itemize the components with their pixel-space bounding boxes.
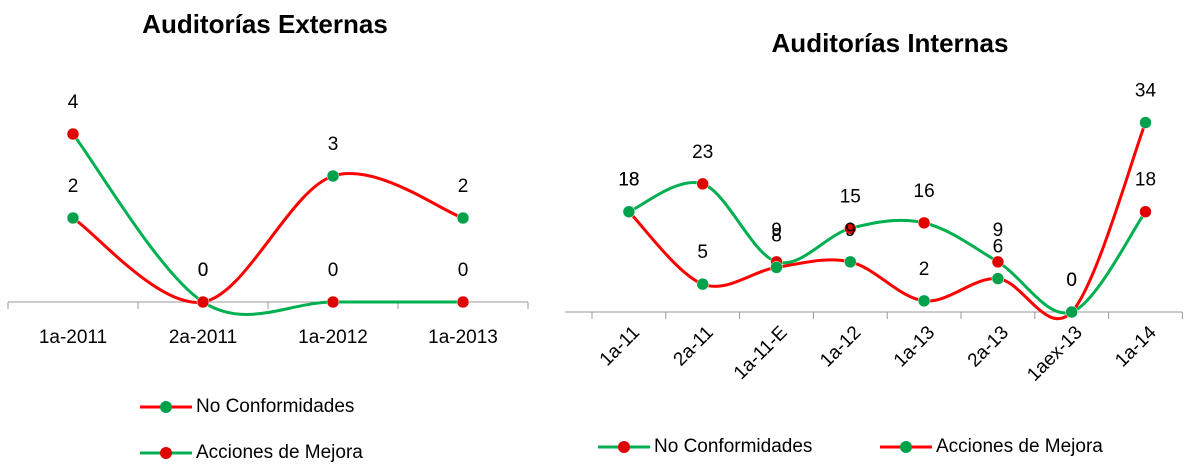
x-tick-label: 1a-14 (1111, 322, 1161, 372)
marker (917, 294, 931, 308)
x-tick-label: 1a-2013 (428, 327, 498, 348)
value-label: 2 (68, 176, 79, 197)
value-label: 0 (1066, 270, 1077, 291)
x-tick-label: 1a-2012 (298, 327, 368, 348)
marker (196, 295, 210, 309)
marker (696, 277, 709, 291)
marker (917, 216, 931, 230)
marker (1139, 205, 1152, 218)
value-label: 16 (914, 181, 935, 202)
marker (844, 222, 857, 235)
value-label: 9 (771, 220, 782, 241)
marker (326, 295, 340, 309)
marker (991, 255, 1005, 269)
legend-label: Acciones de Mejora (196, 442, 363, 463)
x-tick-label: 1aex-13 (1023, 322, 1086, 385)
legend-marker (160, 401, 172, 413)
value-label: 9 (993, 220, 1004, 241)
marker (326, 169, 340, 183)
x-tick-label: 1a-12 (816, 322, 865, 371)
value-label: 34 (1135, 81, 1157, 102)
value-label: 0 (1066, 270, 1077, 291)
legend-label: No Conformidades (654, 436, 812, 457)
value-label: 23 (692, 142, 713, 163)
series-line (627, 122, 1147, 321)
x-tick-label: 2a-13 (964, 322, 1013, 371)
marker (456, 211, 470, 225)
value-label: 18 (1135, 170, 1156, 191)
value-label: 0 (198, 260, 209, 281)
marker (66, 127, 80, 141)
value-label: 0 (198, 260, 209, 281)
marker (844, 255, 857, 269)
x-tick-label: 2a-11 (670, 322, 718, 370)
chart-title: Auditorías Externas (142, 9, 388, 39)
chart: Auditorías Internas 1a-11 2a-11 1a-11-E 1a-1… (565, 28, 1183, 457)
legend-marker (160, 447, 172, 459)
marker (622, 205, 636, 218)
chart: Auditorías Externas 1a-2011 2a-2011 1a-2012… (7, 9, 529, 463)
value-label: 9 (845, 220, 856, 241)
series-line (72, 172, 464, 304)
value-label: 15 (840, 186, 861, 207)
series-line (71, 133, 463, 316)
legend-label: Acciones de Mejora (936, 436, 1103, 457)
value-label: 4 (68, 92, 79, 113)
value-label: 2 (919, 259, 930, 280)
marker (770, 261, 783, 274)
x-tick-label: 1a-13 (890, 322, 939, 371)
legend-label: No Conformidades (196, 396, 354, 417)
x-tick-label: 1a-11 (596, 322, 644, 370)
marker (456, 295, 470, 309)
marker (66, 211, 80, 225)
value-label: 5 (697, 242, 708, 263)
legend-marker (900, 441, 912, 453)
marker (696, 177, 709, 191)
value-label: 8 (771, 225, 782, 246)
x-tick-label: 2a-2011 (169, 327, 237, 348)
value-label: 3 (328, 134, 339, 155)
value-label: 6 (993, 237, 1004, 258)
marker (991, 272, 1005, 285)
x-tick-label: 1a-2011 (39, 327, 107, 348)
marker (1065, 305, 1078, 319)
value-label: 0 (328, 260, 339, 281)
marker (1139, 116, 1152, 129)
chart-title: Auditorías Internas (772, 28, 1009, 58)
value-label: 2 (458, 176, 469, 197)
value-label: 18 (618, 170, 639, 191)
legend-marker (618, 441, 630, 453)
x-tick-label: 1a-11-E (730, 322, 792, 384)
value-label: 18 (618, 170, 639, 191)
value-label: 0 (458, 260, 469, 281)
